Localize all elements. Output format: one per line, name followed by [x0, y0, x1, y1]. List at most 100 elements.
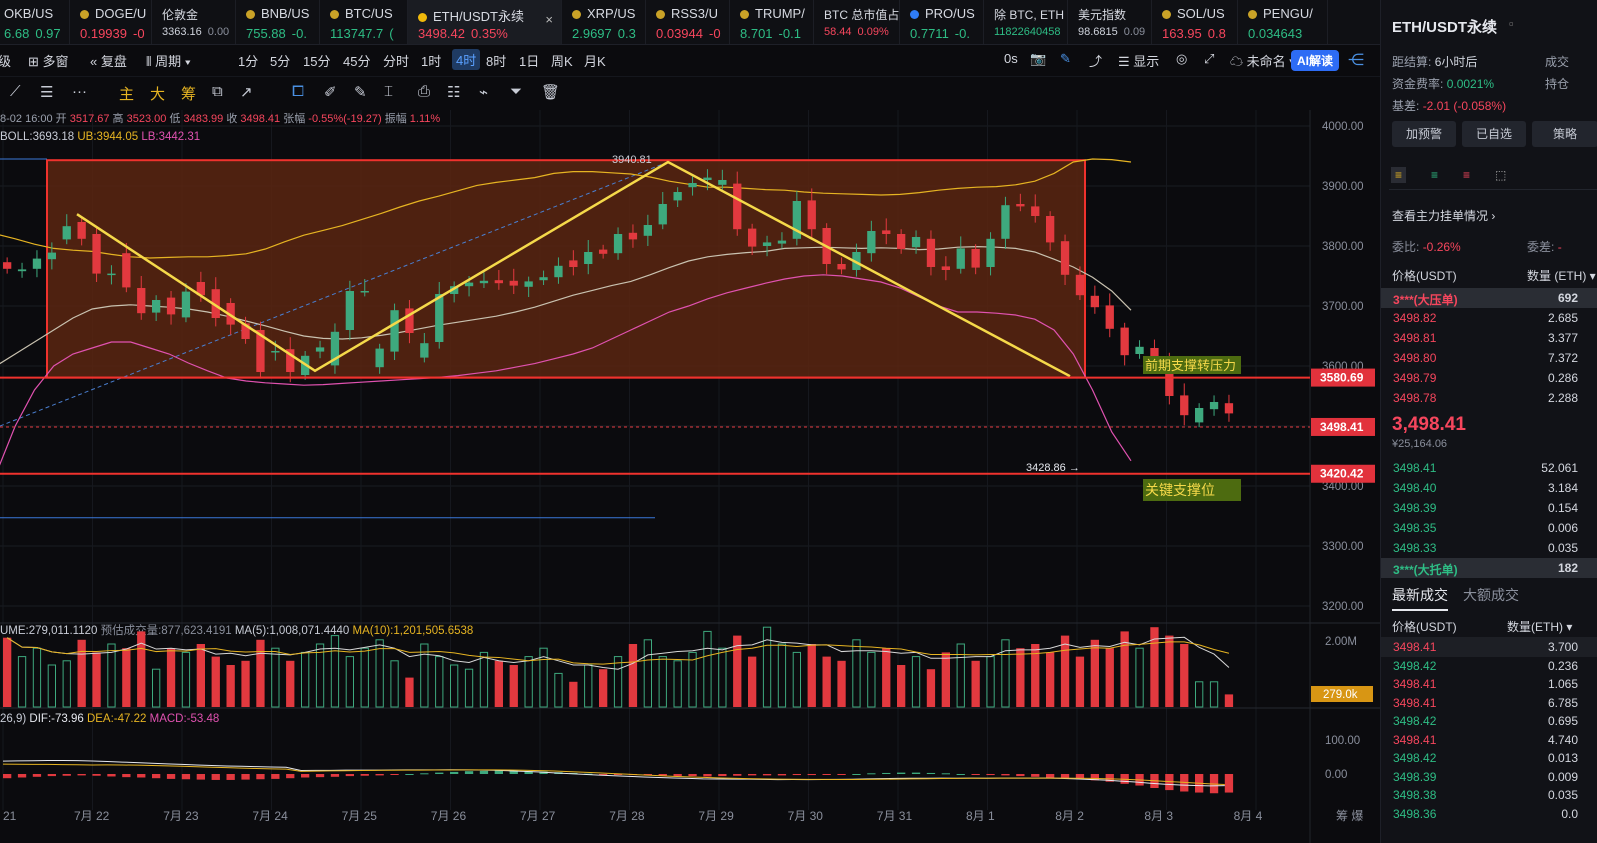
candle-body[interactable]: [360, 291, 369, 293]
candle-body[interactable]: [17, 269, 27, 272]
pattern-zigzag-line[interactable]: [76, 160, 1071, 378]
timeframe-item[interactable]: 周K: [551, 54, 573, 69]
timeframe-item[interactable]: 级: [0, 54, 12, 69]
drawing-tool-icon[interactable]: ✎: [354, 84, 367, 101]
ask-row[interactable]: 3498.81 3.377: [1381, 328, 1597, 348]
candle-body[interactable]: [390, 310, 399, 352]
add-alert-button[interactable]: 加预警: [1392, 121, 1456, 147]
candle-body[interactable]: [584, 252, 593, 264]
timeframe-item[interactable]: 45分: [343, 54, 371, 69]
candle-body[interactable]: [673, 192, 682, 201]
drawing-tool-icon[interactable]: 筹: [181, 86, 197, 103]
timeframe-item[interactable]: 月K: [584, 54, 606, 69]
chart-tool-item[interactable]: ◎: [1176, 51, 1188, 66]
candle-body[interactable]: [226, 303, 235, 325]
candle-body[interactable]: [196, 282, 205, 296]
candle-body[interactable]: [3, 262, 12, 269]
candle-body[interactable]: [1209, 402, 1219, 410]
timeframe-item[interactable]: 4时: [452, 49, 481, 70]
drawing-tool-icon[interactable]: ⧉: [212, 83, 223, 100]
candle-body[interactable]: [956, 248, 965, 269]
candle-body[interactable]: [971, 249, 980, 268]
drawing-tool-icon[interactable]: ⟋: [10, 83, 21, 100]
timeframe-item[interactable]: « 复盘: [90, 54, 127, 69]
bid-row[interactable]: 3498.41 52.061: [1381, 458, 1597, 478]
candle-body[interactable]: [315, 347, 325, 352]
drawing-tool-icon[interactable]: ⎙: [418, 83, 431, 100]
ask-row[interactable]: 3***(大压单) 692: [1381, 288, 1597, 308]
candle-body[interactable]: [1165, 363, 1174, 396]
candle-body[interactable]: [897, 234, 906, 249]
strategy-button[interactable]: 策略: [1532, 121, 1597, 147]
candle-body[interactable]: [1105, 305, 1114, 329]
timeframe-item[interactable]: 1时: [421, 54, 442, 69]
candle-body[interactable]: [77, 222, 86, 239]
candle-body[interactable]: [435, 294, 444, 342]
candle-body[interactable]: [330, 331, 340, 366]
bid-row[interactable]: 3498.40 3.184: [1381, 478, 1597, 498]
candle-body[interactable]: [32, 258, 42, 269]
candle-body[interactable]: [62, 226, 71, 240]
candle-body[interactable]: [703, 177, 712, 180]
candle-body[interactable]: [420, 343, 429, 358]
candle-body[interactable]: [748, 228, 757, 247]
candle-body[interactable]: [479, 280, 489, 284]
candle-body[interactable]: [345, 291, 354, 330]
chart-tool-item[interactable]: ⤢: [1204, 51, 1215, 66]
orderbook-col-qty[interactable]: 数量 (ETH) ▾: [1527, 269, 1596, 283]
candle-body[interactable]: [271, 351, 280, 353]
candle-body[interactable]: [867, 231, 876, 254]
candle-body[interactable]: [554, 265, 563, 278]
candle-body[interactable]: [450, 286, 459, 294]
candle-body[interactable]: [524, 281, 533, 287]
chart-tool-item[interactable]: ☁ 未命名 ▾: [1230, 54, 1296, 69]
candle-body[interactable]: [643, 225, 652, 236]
ask-row[interactable]: 3498.79 0.286: [1381, 368, 1597, 388]
timeframe-item[interactable]: 1分: [238, 54, 259, 69]
ticker-tab[interactable]: PENGU/0.034643: [1238, 0, 1328, 44]
chart-tool-item[interactable]: ☰ 显示: [1118, 54, 1160, 69]
tab-large-trades[interactable]: 大额成交: [1463, 587, 1519, 603]
candle-body[interactable]: [1001, 205, 1010, 239]
candle-body[interactable]: [718, 180, 727, 185]
candle-body[interactable]: [569, 260, 578, 267]
depth-link[interactable]: 查看主力挂单情况 ›: [1392, 209, 1496, 223]
candle-body[interactable]: [494, 280, 503, 284]
candle-body[interactable]: [166, 297, 176, 315]
timeframe-item[interactable]: 15分: [303, 54, 331, 69]
ticker-tab[interactable]: TRUMP/8.701 -0.1: [730, 0, 814, 44]
drawing-tool-icon[interactable]: 🗑: [541, 84, 561, 101]
drawing-tool-icon[interactable]: 大: [150, 86, 166, 103]
candle-body[interactable]: [1135, 346, 1144, 354]
ticker-tab[interactable]: RSS3/U 0.03944 -0: [646, 0, 730, 44]
trades-col-qty[interactable]: 数量(ETH) ▾: [1507, 620, 1573, 634]
bid-row[interactable]: 3498.33 0.035: [1381, 538, 1597, 558]
ticker-tab[interactable]: BTC/US 113747.7 (: [320, 0, 408, 44]
ticker-tab[interactable]: OKB/US 6.68 0.97: [0, 0, 70, 44]
candle-body[interactable]: [658, 204, 667, 225]
drawing-tool-icon[interactable]: ⌶: [384, 83, 394, 100]
chart-tool-item[interactable]: ✎: [1060, 51, 1071, 66]
candle-body[interactable]: [405, 308, 414, 333]
candle-body[interactable]: [464, 282, 474, 287]
candle-body[interactable]: [375, 348, 384, 368]
bid-row[interactable]: 3498.35 0.006: [1381, 518, 1597, 538]
ticker-tab[interactable]: SOL/US 163.95 0.8: [1152, 0, 1238, 44]
timeframe-item[interactable]: 1日: [519, 54, 540, 69]
timeframe-item[interactable]: 5分: [270, 54, 291, 69]
candle-body[interactable]: [509, 280, 518, 286]
range-box[interactable]: [46, 159, 1086, 379]
candle-body[interactable]: [762, 242, 772, 246]
candle-body[interactable]: [1090, 295, 1099, 308]
candle-body[interactable]: [613, 234, 623, 254]
ticker-tab[interactable]: XRP/US 2.9697 0.3: [562, 0, 646, 44]
candle-body[interactable]: [1060, 241, 1070, 275]
chart-tool-item[interactable]: 📷: [1030, 51, 1047, 66]
candle-body[interactable]: [211, 289, 220, 318]
timeframe-item[interactable]: 分时: [383, 54, 410, 69]
support-note[interactable]: 关键支撑位: [1143, 479, 1241, 501]
candle-body[interactable]: [688, 183, 697, 188]
window-icon[interactable]: ▫: [1509, 16, 1514, 31]
timeframe-item[interactable]: ⫴ 周期 ▾: [146, 54, 192, 69]
drawing-tool-icon[interactable]: ⏷: [510, 83, 523, 100]
